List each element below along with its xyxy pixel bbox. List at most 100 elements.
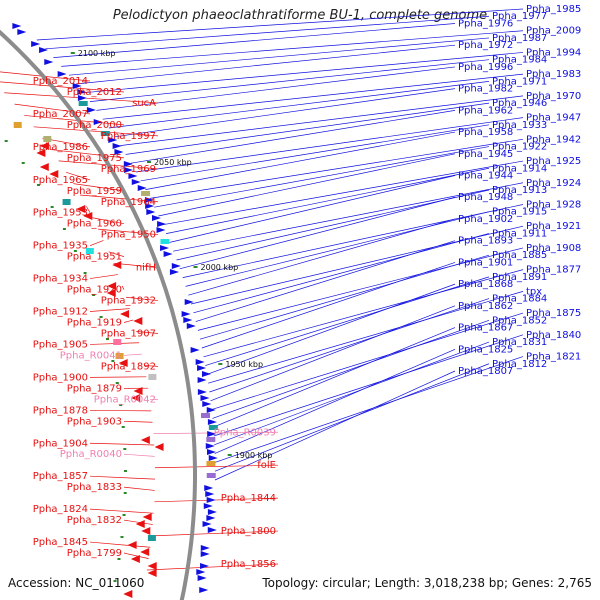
- left-gene-label: Ppha_1965: [33, 175, 88, 186]
- forward-gene-arrow: [31, 41, 41, 47]
- scale-tick: [227, 454, 232, 456]
- right-connector: [83, 52, 524, 94]
- scale-label: 1950 kbp: [225, 360, 263, 369]
- inner-tick: [36, 184, 40, 186]
- left-gene-label: Ppha_1964: [101, 197, 156, 208]
- left-connector: [89, 541, 151, 548]
- forward-gene-arrow: [202, 521, 212, 527]
- genome-stats: Topology: circular; Length: 3,018,238 bp…: [262, 576, 592, 590]
- left-connector: [92, 217, 125, 225]
- reverse-gene-arrow: [140, 436, 150, 444]
- inner-tick: [21, 162, 25, 164]
- reverse-gene-arrow: [36, 149, 46, 157]
- right-connector: [45, 15, 490, 50]
- forward-gene-arrow: [206, 497, 216, 503]
- right-gene-label: Ppha_1928: [526, 199, 581, 210]
- right-gene-label: Ppha_1807: [458, 366, 513, 377]
- forward-gene-arrow: [124, 167, 134, 173]
- inner-tick: [92, 294, 96, 296]
- left-connector: [89, 240, 104, 246]
- left-connector: [123, 486, 155, 491]
- right-gene-label: Ppha_1933: [492, 120, 547, 131]
- left-gene-label: Ppha_2000: [67, 120, 122, 131]
- label-connectors: [0, 8, 524, 571]
- reverse-gene-arrow: [106, 289, 116, 297]
- right-gene-label: Ppha_1913: [492, 185, 547, 196]
- right-connector: [199, 254, 490, 340]
- left-connector: [151, 530, 279, 537]
- left-connector: [154, 464, 279, 469]
- rna-gene-label: Ppha_R0040: [60, 449, 122, 460]
- right-gene-label: Ppha_1970: [526, 91, 581, 102]
- scale-tick: [70, 52, 75, 54]
- forward-gene-arrow: [204, 485, 214, 491]
- forward-gene-arrow: [145, 203, 155, 209]
- right-connector: [36, 8, 524, 41]
- forward-gene-arrow: [197, 389, 207, 395]
- forward-gene-block: [78, 101, 88, 106]
- reverse-gene-block: [147, 535, 156, 541]
- right-connector: [213, 334, 524, 437]
- left-connector: [73, 183, 125, 192]
- right-connector: [162, 160, 524, 226]
- forward-gene-arrow: [160, 245, 170, 251]
- right-gene-label: Ppha_1902: [458, 214, 513, 225]
- forward-gene-arrow: [108, 137, 118, 143]
- left-gene-label: sucA: [132, 98, 156, 109]
- right-gene-label: Ppha_1825: [458, 344, 513, 355]
- right-gene-label: Ppha_1976: [458, 18, 513, 29]
- right-gene-label: Ppha_1987: [492, 33, 547, 44]
- reverse-gene-arrow: [131, 394, 141, 402]
- forward-gene-arrow: [197, 575, 207, 581]
- forward-gene-arrow: [206, 515, 216, 521]
- forward-gene-arrow: [196, 569, 206, 575]
- reverse-gene-arrow: [130, 555, 140, 563]
- left-connector: [146, 563, 279, 571]
- scale-label: 1900 kbp: [235, 451, 273, 460]
- reverse-gene-arrow: [140, 548, 150, 556]
- left-connector: [123, 353, 142, 356]
- left-connector: [123, 552, 149, 559]
- right-gene-label: Ppha_1821: [526, 352, 581, 363]
- inner-tick: [121, 426, 125, 428]
- left-connector: [0, 71, 91, 82]
- map-title: Pelodictyon phaeoclathratiforme BU-1, co…: [112, 8, 488, 23]
- right-connector: [68, 37, 490, 76]
- forward-gene-arrow: [128, 173, 138, 179]
- left-connector: [89, 508, 154, 514]
- reverse-gene-arrow: [49, 170, 59, 178]
- right-gene-label: Ppha_1893: [458, 236, 513, 247]
- rna-gene-label: Ppha_R0042: [94, 394, 156, 405]
- inner-tick: [123, 492, 127, 494]
- forward-gene-block: [201, 413, 211, 418]
- forward-gene-arrow: [201, 371, 211, 377]
- reverse-gene-block: [43, 136, 52, 142]
- forward-gene-arrow: [203, 503, 213, 509]
- forward-gene-block: [206, 473, 216, 478]
- right-connector: [154, 146, 490, 208]
- forward-gene-arrow: [207, 527, 217, 533]
- forward-gene-arrow: [17, 29, 27, 35]
- right-connector: [135, 117, 524, 173]
- forward-gene-arrow: [137, 185, 147, 191]
- scale-label: 2100 kbp: [78, 49, 116, 58]
- forward-gene-arrow: [195, 359, 205, 365]
- left-gene-label: Ppha_1799: [67, 548, 122, 559]
- forward-gene-arrow: [72, 83, 82, 89]
- left-gene-label: Ppha_1969: [101, 164, 156, 175]
- right-connector: [211, 312, 524, 410]
- left-connector: [108, 251, 125, 257]
- forward-gene-arrow: [199, 587, 209, 593]
- forward-gene-arrow: [171, 263, 181, 269]
- right-connector: [125, 102, 490, 155]
- left-connector: [89, 475, 156, 480]
- left-gene-label: Ppha_1907: [101, 328, 156, 339]
- left-gene-label: Ppha_1903: [67, 416, 122, 427]
- left-gene-label: Ppha_1878: [33, 405, 88, 416]
- right-connector: [201, 262, 456, 349]
- right-connector: [179, 196, 456, 270]
- reverse-gene-block: [113, 339, 122, 345]
- forward-gene-arrow: [200, 545, 210, 551]
- inner-tick: [123, 448, 127, 450]
